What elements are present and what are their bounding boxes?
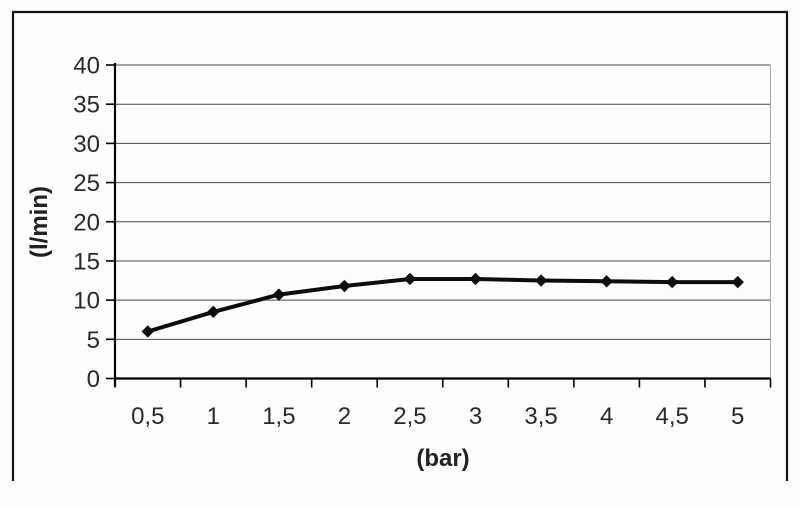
y-tick-label: 25	[73, 170, 100, 197]
x-tick-label: 1	[207, 403, 220, 430]
data-point-marker	[141, 325, 154, 338]
x-tick-label: 0,5	[131, 403, 164, 430]
data-point-marker	[731, 275, 744, 289]
y-tick-label: 0	[87, 366, 100, 393]
data-point-marker	[534, 274, 548, 287]
figure-border-frame	[11, 10, 789, 481]
data-point-marker	[338, 279, 351, 293]
data-point-marker	[207, 305, 220, 319]
data-point-marker	[403, 272, 417, 286]
y-tick-label: 40	[73, 53, 100, 80]
axes-group	[106, 63, 772, 388]
x-tick-label: 4,5	[655, 403, 688, 430]
x-tick-label: 3,5	[524, 403, 557, 430]
data-point-marker	[600, 275, 613, 288]
data-series-group	[141, 272, 744, 338]
y-tick-label: 15	[73, 248, 100, 275]
y-axis-title: (l/min)	[26, 186, 53, 258]
y-tick-label: 35	[73, 92, 100, 119]
x-tick-label: 3	[469, 403, 482, 430]
x-tick-label: 1,5	[262, 403, 295, 430]
x-tick-label: 2	[338, 403, 351, 430]
y-tick-label: 30	[73, 131, 100, 158]
y-tick-label: 20	[73, 209, 100, 236]
x-axis-title: (bar)	[416, 445, 469, 472]
x-tick-label: 4	[600, 403, 613, 430]
tick-labels-group: 0 5 10 15 20 25 30 35 40 0,5 1 1,5 2 2,5 3 3,5 4 4,5 5	[73, 53, 744, 431]
data-point-marker	[469, 272, 482, 286]
x-tick-label: 5	[731, 403, 744, 430]
y-tick-label: 5	[87, 327, 100, 354]
data-point-marker	[665, 275, 679, 289]
gridlines-group	[115, 64, 771, 379]
y-tick-label: 10	[73, 288, 100, 315]
x-tick-label: 2,5	[393, 403, 426, 430]
data-point-marker	[272, 288, 286, 301]
flow-rate-line	[145, 277, 740, 334]
